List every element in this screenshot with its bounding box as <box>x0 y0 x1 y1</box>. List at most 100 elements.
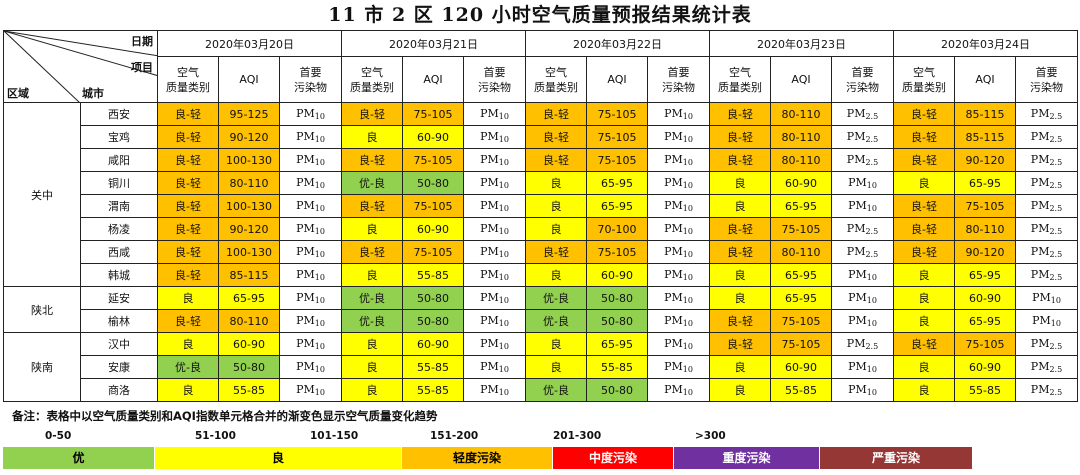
forecast-table: 日期 项目 区域 城市 2020年03月20日 2020年03月21日 2020年0… <box>3 30 1078 402</box>
aqi-cell: 55-85 <box>586 355 648 379</box>
pollutant-cell: PM10 <box>463 217 526 241</box>
category-cell: 良 <box>341 217 403 241</box>
aqi-cell: 65-95 <box>954 171 1016 195</box>
category-header: 空气 质量类别 <box>157 56 219 103</box>
aqi-cell: 70-100 <box>586 217 648 241</box>
pollutant-header: 首要 污染物 <box>463 56 526 103</box>
aqi-header: AQI <box>770 56 832 103</box>
aqi-range-label: 101-150 <box>310 430 359 442</box>
category-cell: 良 <box>525 217 587 241</box>
pollutant-cell: PM10 <box>647 309 710 333</box>
date-header: 2020年03月23日 <box>709 30 894 57</box>
pollutant-cell: PM10 <box>279 102 342 126</box>
category-cell: 良 <box>893 355 955 379</box>
pollutant-cell: PM10 <box>831 378 894 402</box>
aqi-cell: 75-105 <box>586 148 648 172</box>
table-row: 关中 西安 良-轻 95-125 PM10 良-轻 75-105 PM10 良-轻 75-105 P… <box>3 102 1078 287</box>
pollutant-cell: PM10 <box>279 309 342 333</box>
legend-item: 严重污染 <box>820 447 973 469</box>
table-row: 榆林 良-轻 80-110 PM10 优-良 50-80 PM10 优-良 50-80 PM10 良… <box>4 309 1078 333</box>
aqi-cell: 75-105 <box>954 194 1016 218</box>
pollutant-cell: PM10 <box>647 217 710 241</box>
aqi-cell: 65-95 <box>586 194 648 218</box>
aqi-cell: 75-105 <box>402 148 464 172</box>
pollutant-cell: PM2.5 <box>831 240 894 264</box>
aqi-header: AQI <box>586 56 648 103</box>
category-cell: 良-轻 <box>709 240 771 264</box>
corner-diagonal-lines <box>4 31 157 102</box>
pollutant-cell: PM10 <box>463 240 526 264</box>
pollutant-cell: PM2.5 <box>831 332 894 356</box>
table-row: 陕北 延安良 65-95 PM10 优-良 50-80 PM10 优-良 50-80 PM10 良 6… <box>3 286 1078 333</box>
category-cell: 良-轻 <box>709 148 771 172</box>
category-cell: 良 <box>525 355 587 379</box>
city-cell: 商洛 <box>80 378 158 402</box>
pollutant-cell: PM2.5 <box>831 125 894 149</box>
category-cell: 良 <box>525 171 587 195</box>
aqi-cell: 80-110 <box>218 309 280 333</box>
category-cell: 良-轻 <box>709 332 771 356</box>
aqi-cell: 50-80 <box>402 286 464 310</box>
category-cell: 良 <box>709 263 771 287</box>
pollutant-header: 首要 污染物 <box>279 56 342 103</box>
city-cell: 咸阳 <box>80 148 158 172</box>
aqi-cell: 60-90 <box>402 217 464 241</box>
aqi-cell: 65-95 <box>954 309 1016 333</box>
pollutant-cell: PM10 <box>279 355 342 379</box>
pollutant-header: 首要 污染物 <box>1015 56 1078 103</box>
aqi-cell: 80-110 <box>218 171 280 195</box>
pollutant-cell: PM10 <box>279 194 342 218</box>
aqi-cell: 60-90 <box>402 332 464 356</box>
pollutant-cell: PM2.5 <box>1015 125 1078 149</box>
table-note: 备注：表格中以空气质量类别和AQI指数单元格合并的渐变色显示空气质量变化趋势 <box>12 409 438 423</box>
pollutant-cell: PM10 <box>831 355 894 379</box>
pollutant-cell: PM10 <box>647 355 710 379</box>
pollutant-cell: PM10 <box>463 148 526 172</box>
aqi-cell: 50-80 <box>402 171 464 195</box>
aqi-cell: 60-90 <box>954 286 1016 310</box>
city-cell: 渭南 <box>80 194 158 218</box>
category-header: 空气 质量类别 <box>525 56 587 103</box>
category-cell: 良-轻 <box>893 148 955 172</box>
region-cell: 关中 <box>3 102 81 287</box>
pollutant-cell: PM10 <box>831 286 894 310</box>
aqi-cell: 60-90 <box>770 171 832 195</box>
category-cell: 良-轻 <box>341 148 403 172</box>
aqi-range-label: 51-100 <box>195 430 236 442</box>
category-cell: 良 <box>893 286 955 310</box>
aqi-cell: 100-130 <box>218 148 280 172</box>
pollutant-cell: PM10 <box>831 309 894 333</box>
pollutant-cell: PM10 <box>647 148 710 172</box>
table-row: 铜川 良-轻 80-110 PM10 优-良 50-80 PM10 良 65-95 PM10 良 60… <box>4 171 1078 195</box>
category-cell: 优-良 <box>157 355 219 379</box>
table-row: 安康 优-良 50-80 PM10 良 55-85 PM10 良 55-85 PM10 良 60-90… <box>4 355 1078 379</box>
pollutant-cell: PM2.5 <box>1015 378 1078 402</box>
city-cell: 安康 <box>80 355 158 379</box>
pollutant-cell: PM2.5 <box>1015 355 1078 379</box>
corner-item-label: 项目 <box>131 61 153 74</box>
aqi-cell: 80-110 <box>770 148 832 172</box>
aqi-cell: 55-85 <box>402 378 464 402</box>
category-cell: 良-轻 <box>157 125 219 149</box>
aqi-cell: 75-105 <box>586 125 648 149</box>
aqi-cell: 80-110 <box>954 217 1016 241</box>
table-row: 宝鸡 良-轻 90-120 PM10 良 60-90 PM10 良-轻 75-105 PM10 良-… <box>4 125 1078 149</box>
aqi-cell: 60-90 <box>218 332 280 356</box>
category-cell: 优-良 <box>525 378 587 402</box>
region-cell: 陕北 <box>3 286 81 333</box>
pollutant-cell: PM2.5 <box>1015 102 1078 126</box>
pollutant-cell: PM10 <box>463 102 526 126</box>
pollutant-cell: PM10 <box>831 263 894 287</box>
aqi-cell: 80-110 <box>770 240 832 264</box>
category-cell: 优-良 <box>341 309 403 333</box>
table-row: 咸阳 良-轻 100-130 PM10 良-轻 75-105 PM10 良-轻 75-105 PM… <box>4 148 1078 172</box>
pollutant-cell: PM10 <box>279 148 342 172</box>
category-cell: 良 <box>525 194 587 218</box>
pollutant-header: 首要 污染物 <box>831 56 894 103</box>
legend-item: 轻度污染 <box>402 447 553 469</box>
category-cell: 良-轻 <box>157 194 219 218</box>
aqi-cell: 85-115 <box>954 102 1016 126</box>
aqi-cell: 90-120 <box>218 125 280 149</box>
category-cell: 良 <box>893 378 955 402</box>
pollutant-cell: PM2.5 <box>1015 263 1078 287</box>
